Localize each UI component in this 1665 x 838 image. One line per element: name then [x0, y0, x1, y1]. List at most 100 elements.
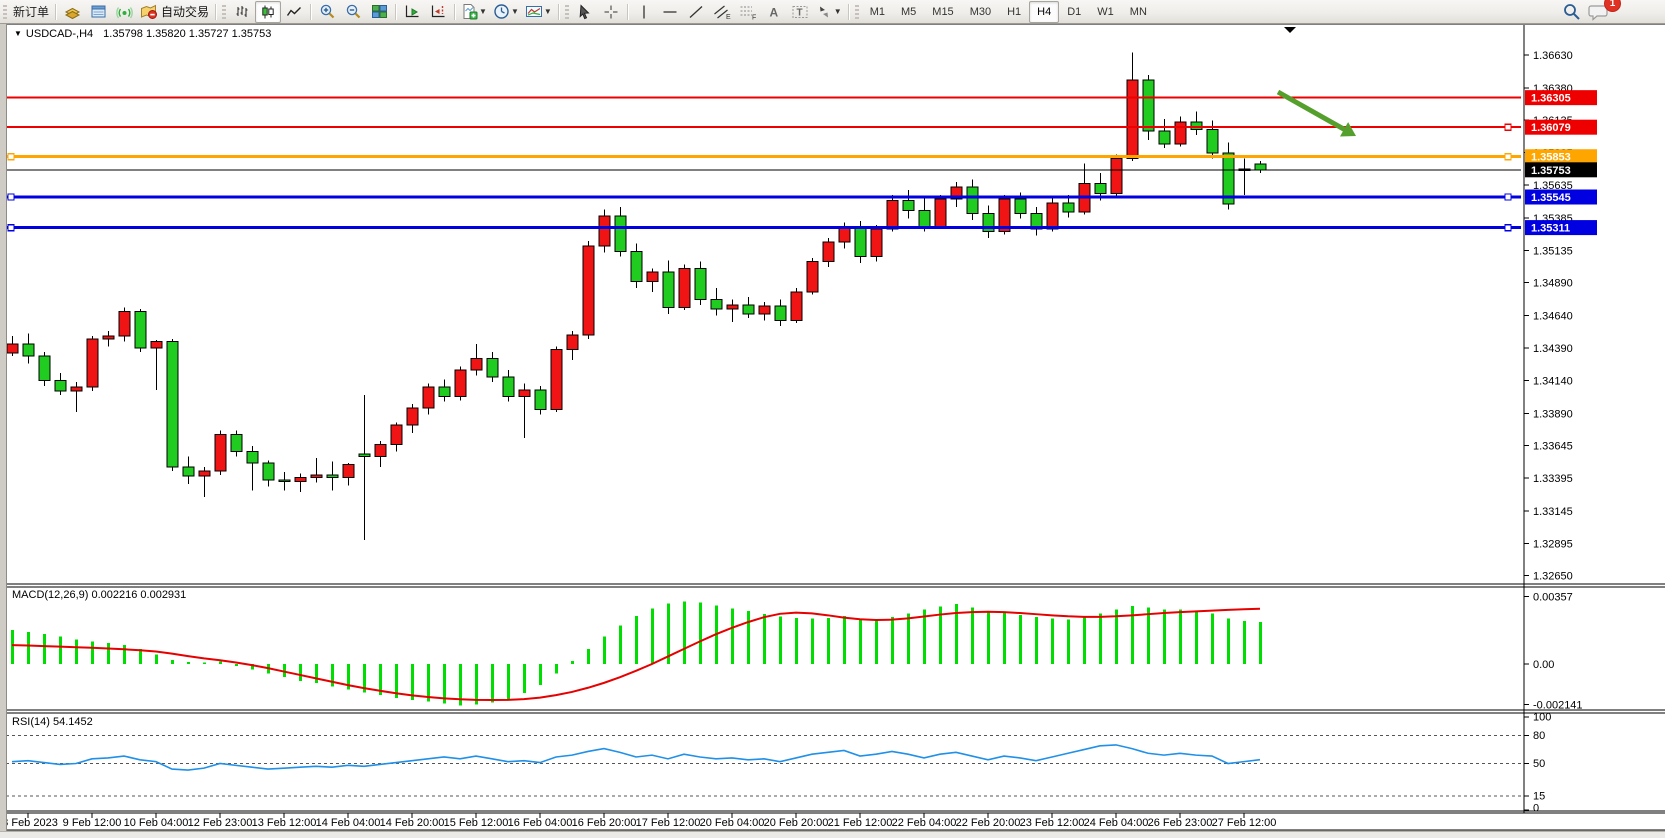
search-button[interactable]	[1559, 1, 1585, 23]
chart-shift-icon	[431, 5, 445, 18]
svg-text:0: 0	[1533, 803, 1539, 815]
toolbar-separator	[847, 3, 849, 20]
svg-text:1.33645: 1.33645	[1533, 440, 1573, 452]
zoom-in-button[interactable]	[314, 1, 340, 23]
timeframe-M1[interactable]: M1	[869, 5, 885, 18]
candlestick-chart-icon	[262, 5, 274, 18]
window-left-edge	[0, 23, 7, 838]
horizontal-line-icon	[663, 10, 677, 13]
timeframe-H1[interactable]: H1	[1007, 5, 1022, 18]
svg-text:8 Feb 2023: 8 Feb 2023	[2, 817, 58, 829]
chevron-down-icon: ▼	[510, 7, 519, 16]
autotrading-button[interactable]: 自动交易	[137, 1, 212, 23]
period-button[interactable]: ▼	[490, 1, 522, 23]
arrow-objects-button[interactable]: ▼	[813, 1, 845, 23]
text-button[interactable]: A	[761, 1, 787, 23]
svg-text:1.36305: 1.36305	[1531, 93, 1571, 105]
text-icon: A	[769, 5, 778, 19]
fibonacci-button[interactable]: F	[735, 1, 761, 23]
chart-shift-button[interactable]	[425, 1, 451, 23]
add-indicator-button[interactable]: ▼	[458, 1, 490, 23]
timeframe-W1[interactable]: W1	[1097, 5, 1114, 18]
crosshair-button[interactable]	[598, 1, 624, 23]
chart-ohlc-quote: 1.35798 1.35820 1.35727 1.35753	[103, 28, 272, 40]
timeframe-M30[interactable]: M30	[969, 5, 992, 18]
arrow-objects-icon	[819, 6, 828, 17]
svg-text:1.35545: 1.35545	[1531, 192, 1571, 204]
svg-text:1.34390: 1.34390	[1533, 343, 1573, 355]
svg-text:14 Feb 04:00: 14 Feb 04:00	[316, 817, 381, 829]
zoom-out-button[interactable]	[340, 1, 366, 23]
template-button[interactable]: ▼	[522, 1, 555, 23]
svg-text:1.33145: 1.33145	[1533, 506, 1573, 518]
add-indicator-icon	[463, 4, 478, 20]
bar-chart-button[interactable]	[229, 1, 255, 23]
tile-windows-button[interactable]	[366, 1, 392, 23]
svg-text:20 Feb 04:00: 20 Feb 04:00	[700, 817, 765, 829]
svg-text:1.35853: 1.35853	[1531, 152, 1571, 164]
one-click-trading-toggle[interactable]: ▼	[14, 29, 22, 38]
svg-text:22 Feb 20:00: 22 Feb 20:00	[956, 817, 1021, 829]
new-order-label: 新订单	[13, 5, 50, 19]
horizontal-line-button[interactable]	[657, 1, 683, 23]
zoom-in-icon	[320, 4, 334, 19]
candlestick-chart-button[interactable]	[255, 0, 282, 23]
data-window-button[interactable]	[85, 1, 111, 23]
timeframe-M15[interactable]: M15	[932, 5, 954, 18]
svg-text:16 Feb 20:00: 16 Feb 20:00	[572, 817, 637, 829]
new-order-button[interactable]: 新订单	[10, 1, 52, 23]
notification-badge: 1	[1604, 0, 1621, 12]
svg-text:1.32895: 1.32895	[1533, 538, 1573, 550]
toolbar-separator	[215, 3, 217, 20]
autotrading-label: 自动交易	[161, 5, 210, 19]
toolbar-separator	[395, 3, 397, 20]
timeframe-MN[interactable]: MN	[1129, 5, 1147, 18]
svg-text:16 Feb 04:00: 16 Feb 04:00	[508, 817, 573, 829]
market-watch-button[interactable]	[59, 1, 85, 23]
chart-title: ▼ USDCAD-,H4 1.35798 1.35820 1.35727 1.357…	[14, 28, 271, 40]
line-chart-button[interactable]	[281, 1, 307, 23]
macd-indicator-label: MACD(12,26,9) 0.002216 0.002931	[12, 589, 187, 601]
timeframe-M5[interactable]: M5	[901, 5, 917, 18]
chevron-down-icon: ▼	[833, 7, 842, 16]
svg-text:14 Feb 20:00: 14 Feb 20:00	[380, 817, 445, 829]
svg-text:1.33890: 1.33890	[1533, 408, 1573, 420]
zoom-out-icon	[346, 4, 360, 19]
chevron-down-icon: ▼	[543, 7, 552, 16]
auto-scroll-button[interactable]	[399, 1, 425, 23]
svg-text:1.35135: 1.35135	[1533, 246, 1573, 258]
toolbar-grip	[3, 4, 7, 19]
toolbar-grip	[854, 4, 859, 19]
svg-text:21 Feb 12:00: 21 Feb 12:00	[828, 817, 893, 829]
svg-text:F: F	[752, 14, 756, 20]
fibonacci-icon: F	[740, 6, 756, 20]
timeframe-D1[interactable]: D1	[1067, 5, 1082, 18]
svg-text:0.00: 0.00	[1533, 659, 1554, 671]
svg-text:24 Feb 04:00: 24 Feb 04:00	[1084, 817, 1149, 829]
cursor-button[interactable]	[572, 1, 598, 23]
trendline-button[interactable]	[683, 1, 709, 23]
toolbar-separator	[454, 3, 456, 20]
chat-button[interactable]: 1	[1585, 0, 1621, 23]
vertical-line-button[interactable]	[631, 1, 657, 23]
text-label-button[interactable]: T	[787, 1, 813, 23]
toolbar-grip	[222, 4, 227, 19]
crosshair-icon	[604, 5, 618, 18]
svg-text:15 Feb 12:00: 15 Feb 12:00	[444, 817, 509, 829]
autotrading-icon	[141, 4, 158, 19]
toolbar-separator	[310, 3, 312, 20]
equidistant-channel-button[interactable]: E	[709, 1, 735, 23]
line-chart-icon	[286, 6, 302, 16]
window-bottom-strip	[0, 831, 1665, 838]
main-toolbar: 新订单 自动交易	[0, 0, 1665, 24]
market-watch-gold-bars-icon	[64, 7, 80, 20]
svg-text:17 Feb 12:00: 17 Feb 12:00	[636, 817, 701, 829]
svg-text:12 Feb 23:00: 12 Feb 23:00	[188, 817, 253, 829]
search-icon	[1564, 4, 1580, 20]
timeframe-H4[interactable]: H4	[1029, 0, 1060, 23]
chart-symbol-period: USDCAD-,H4	[25, 28, 94, 40]
signal-button[interactable]	[111, 1, 137, 23]
